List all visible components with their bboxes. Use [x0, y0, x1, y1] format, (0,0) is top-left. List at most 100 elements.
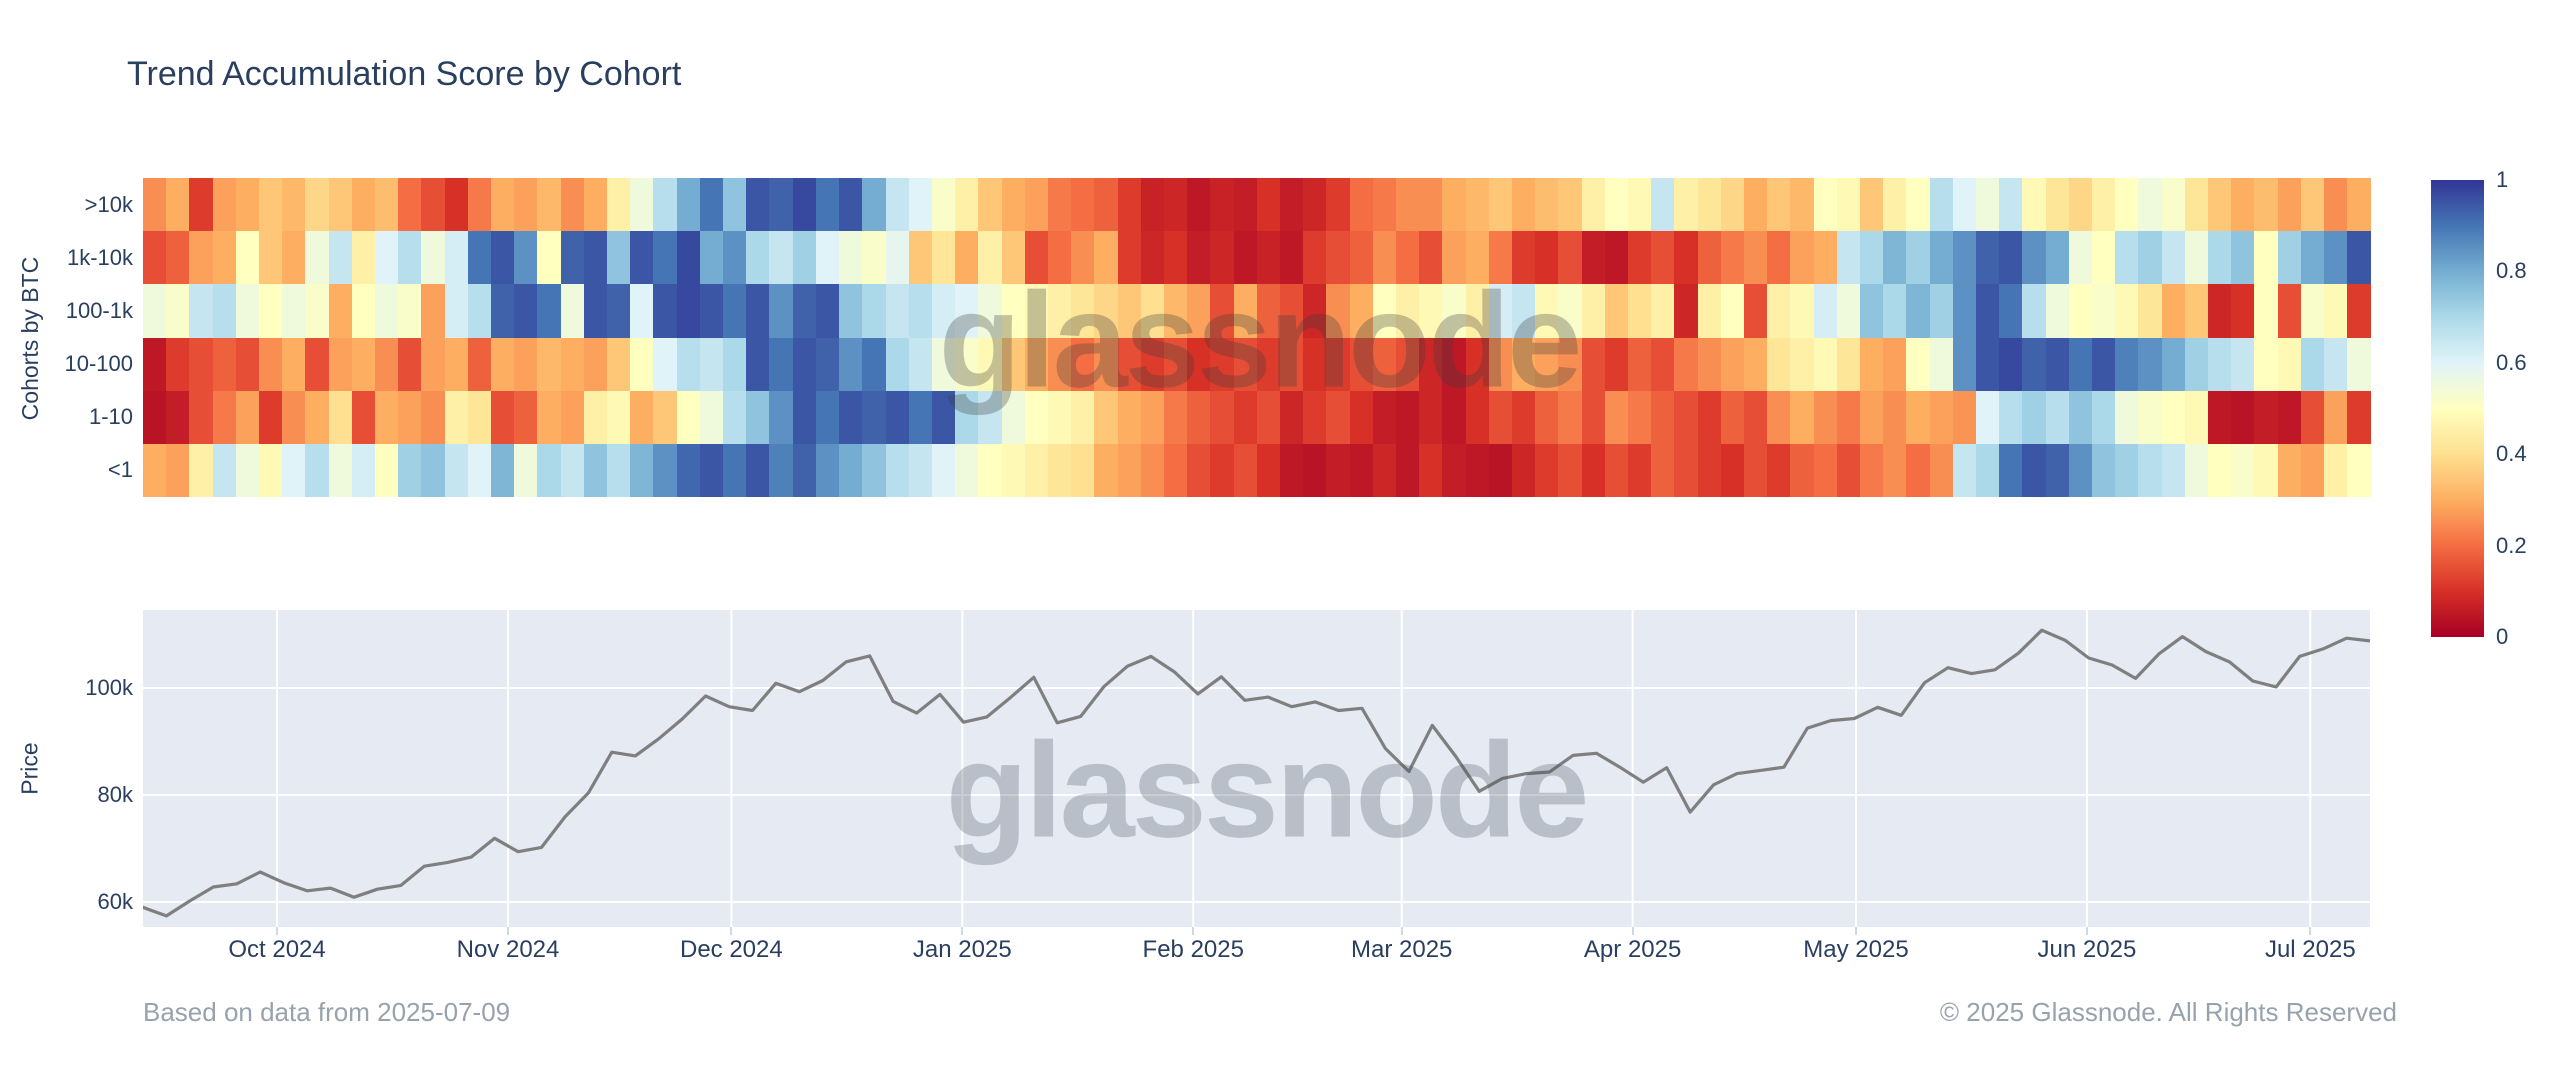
heatmap-cell[interactable]: [166, 443, 190, 498]
heatmap-cell[interactable]: [1488, 284, 1512, 338]
heatmap-cell[interactable]: [2045, 390, 2069, 444]
heatmap-cell[interactable]: [235, 284, 260, 338]
heatmap-cell[interactable]: [537, 390, 561, 444]
heatmap-cell[interactable]: [1326, 390, 1350, 444]
heatmap-cell[interactable]: [421, 284, 445, 338]
heatmap-cell[interactable]: [2045, 443, 2069, 498]
heatmap-cell[interactable]: [189, 443, 213, 498]
heatmap-cell[interactable]: [421, 231, 445, 285]
heatmap-cell[interactable]: [630, 231, 654, 285]
heatmap-cell[interactable]: [1999, 337, 2023, 391]
heatmap-cell[interactable]: [955, 390, 979, 444]
heatmap-cell[interactable]: [885, 178, 909, 232]
heatmap-cell[interactable]: [2231, 390, 2255, 444]
heatmap-cell[interactable]: [1349, 284, 1373, 338]
heatmap-cell[interactable]: [1094, 284, 1118, 338]
heatmap-cell[interactable]: [491, 443, 515, 498]
heatmap-cell[interactable]: [723, 443, 747, 498]
heatmap-cell[interactable]: [1604, 337, 1628, 391]
heatmap-cell[interactable]: [815, 443, 840, 498]
heatmap-cell[interactable]: [2068, 443, 2093, 498]
heatmap-cell[interactable]: [1813, 284, 1837, 338]
heatmap-cell[interactable]: [815, 337, 840, 391]
heatmap-cell[interactable]: [1744, 443, 1768, 498]
heatmap-cell[interactable]: [1140, 337, 1164, 391]
heatmap-cell[interactable]: [1952, 443, 1977, 498]
heatmap-cell[interactable]: [1233, 284, 1257, 338]
heatmap-cell[interactable]: [1395, 443, 1420, 498]
heatmap-cell[interactable]: [1581, 231, 1605, 285]
heatmap-cell[interactable]: [1836, 390, 1861, 444]
heatmap-cell[interactable]: [607, 390, 631, 444]
heatmap-cell[interactable]: [421, 443, 445, 498]
heatmap-cell[interactable]: [305, 178, 329, 232]
heatmap-cell[interactable]: [2138, 390, 2162, 444]
heatmap-cell[interactable]: [2347, 443, 2371, 498]
heatmap-cell[interactable]: [1999, 284, 2023, 338]
heatmap-cell[interactable]: [1628, 337, 1652, 391]
heatmap-cell[interactable]: [1999, 178, 2023, 232]
heatmap-cell[interactable]: [351, 443, 376, 498]
heatmap-cell[interactable]: [1233, 443, 1257, 498]
heatmap-cell[interactable]: [2184, 390, 2209, 444]
heatmap-cell[interactable]: [1511, 231, 1536, 285]
heatmap-cell[interactable]: [699, 178, 724, 232]
heatmap-cell[interactable]: [1604, 390, 1628, 444]
heatmap-cell[interactable]: [1326, 337, 1350, 391]
heatmap-cell[interactable]: [1465, 178, 1489, 232]
heatmap-cell[interactable]: [1535, 337, 1559, 391]
heatmap-cell[interactable]: [1999, 443, 2023, 498]
heatmap-cell[interactable]: [1395, 178, 1420, 232]
heatmap-cell[interactable]: [699, 231, 724, 285]
heatmap-cell[interactable]: [467, 178, 492, 232]
heatmap-cell[interactable]: [1349, 337, 1373, 391]
heatmap-cell[interactable]: [908, 443, 932, 498]
heatmap-cell[interactable]: [351, 390, 376, 444]
heatmap-cell[interactable]: [1163, 337, 1188, 391]
heatmap-cell[interactable]: [1372, 443, 1396, 498]
heatmap-cell[interactable]: [1929, 284, 1953, 338]
heatmap-cell[interactable]: [282, 284, 306, 338]
heatmap-cell[interactable]: [2092, 231, 2116, 285]
heatmap-cell[interactable]: [2300, 390, 2325, 444]
heatmap-cell[interactable]: [1163, 178, 1188, 232]
heatmap-cell[interactable]: [328, 337, 352, 391]
heatmap-cell[interactable]: [1720, 443, 1745, 498]
heatmap-cell[interactable]: [398, 337, 422, 391]
heatmap-cell[interactable]: [2324, 231, 2348, 285]
heatmap-cell[interactable]: [560, 178, 584, 232]
heatmap-cell[interactable]: [1790, 178, 1814, 232]
heatmap-cell[interactable]: [746, 284, 770, 338]
heatmap-cell[interactable]: [2254, 178, 2278, 232]
heatmap-cell[interactable]: [931, 337, 956, 391]
heatmap-cell[interactable]: [1210, 337, 1234, 391]
heatmap-cell[interactable]: [1279, 337, 1304, 391]
heatmap-cell[interactable]: [2277, 443, 2301, 498]
heatmap-cell[interactable]: [328, 443, 352, 498]
heatmap-cell[interactable]: [1697, 284, 1721, 338]
heatmap-cell[interactable]: [1628, 231, 1652, 285]
heatmap-cell[interactable]: [444, 284, 468, 338]
heatmap-cell[interactable]: [1140, 231, 1164, 285]
heatmap-cell[interactable]: [2300, 178, 2325, 232]
heatmap-cell[interactable]: [676, 443, 700, 498]
heatmap-cell[interactable]: [305, 284, 329, 338]
heatmap-cell[interactable]: [2231, 337, 2255, 391]
heatmap-cell[interactable]: [676, 284, 700, 338]
heatmap-cell[interactable]: [839, 231, 863, 285]
heatmap-cell[interactable]: [491, 337, 515, 391]
heatmap-cell[interactable]: [1628, 284, 1652, 338]
heatmap-cell[interactable]: [2254, 390, 2278, 444]
heatmap-cell[interactable]: [746, 337, 770, 391]
heatmap-cell[interactable]: [1256, 284, 1280, 338]
heatmap-cell[interactable]: [1767, 337, 1791, 391]
heatmap-cell[interactable]: [235, 178, 260, 232]
heatmap-cell[interactable]: [398, 390, 422, 444]
heatmap-cell[interactable]: [282, 231, 306, 285]
heatmap-cell[interactable]: [2161, 231, 2185, 285]
heatmap-cell[interactable]: [978, 178, 1002, 232]
heatmap-cell[interactable]: [2254, 337, 2278, 391]
heatmap-cell[interactable]: [815, 390, 840, 444]
heatmap-cell[interactable]: [514, 284, 538, 338]
heatmap-cell[interactable]: [1047, 284, 1072, 338]
